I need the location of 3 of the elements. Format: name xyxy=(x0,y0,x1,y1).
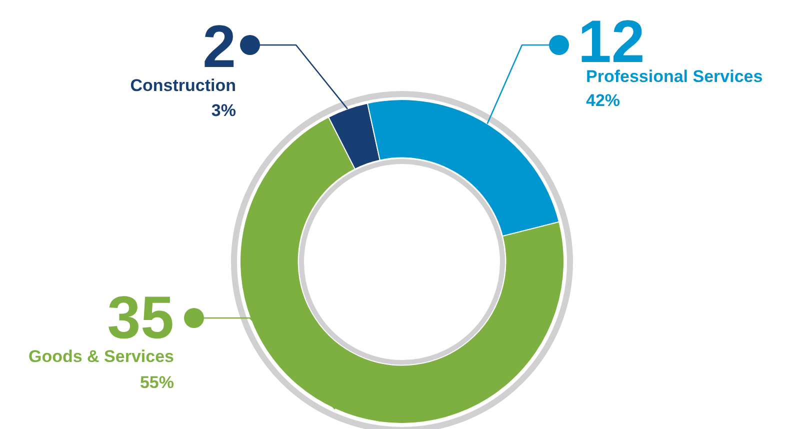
text: 3% xyxy=(211,101,236,120)
text: 42% xyxy=(586,91,620,110)
text: 55% xyxy=(140,373,174,392)
